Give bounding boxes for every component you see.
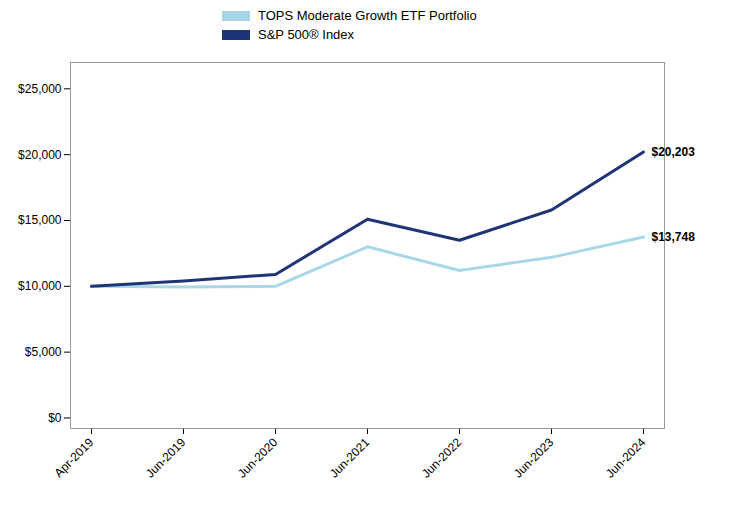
svg-text:$5,000: $5,000 — [25, 345, 62, 359]
svg-text:Jun-2019: Jun-2019 — [143, 435, 189, 481]
svg-text:$0: $0 — [48, 411, 62, 425]
svg-text:Jun-2024: Jun-2024 — [603, 435, 649, 481]
svg-text:$15,000: $15,000 — [18, 213, 62, 227]
svg-text:Jun-2022: Jun-2022 — [419, 435, 465, 481]
html-text:TOPS Moderate Growth ETF Portf: TOPS Moderate Growth ETF Portfolio — [258, 8, 477, 23]
svg-text:Jun-2023: Jun-2023 — [511, 435, 557, 481]
svg-text:$20,000: $20,000 — [18, 147, 62, 161]
svg-text:$13,748: $13,748 — [652, 230, 696, 244]
svg-text:Apr-2019: Apr-2019 — [52, 435, 97, 480]
html-text:S&P 500® Index: S&P 500® Index — [258, 27, 355, 42]
svg-text:$25,000: $25,000 — [18, 82, 62, 96]
svg-text:Jun-2021: Jun-2021 — [327, 435, 373, 481]
svg-text:$20,203: $20,203 — [652, 145, 696, 159]
svg-text:Jun-2020: Jun-2020 — [235, 435, 281, 481]
svg-text:$10,000: $10,000 — [18, 279, 62, 293]
